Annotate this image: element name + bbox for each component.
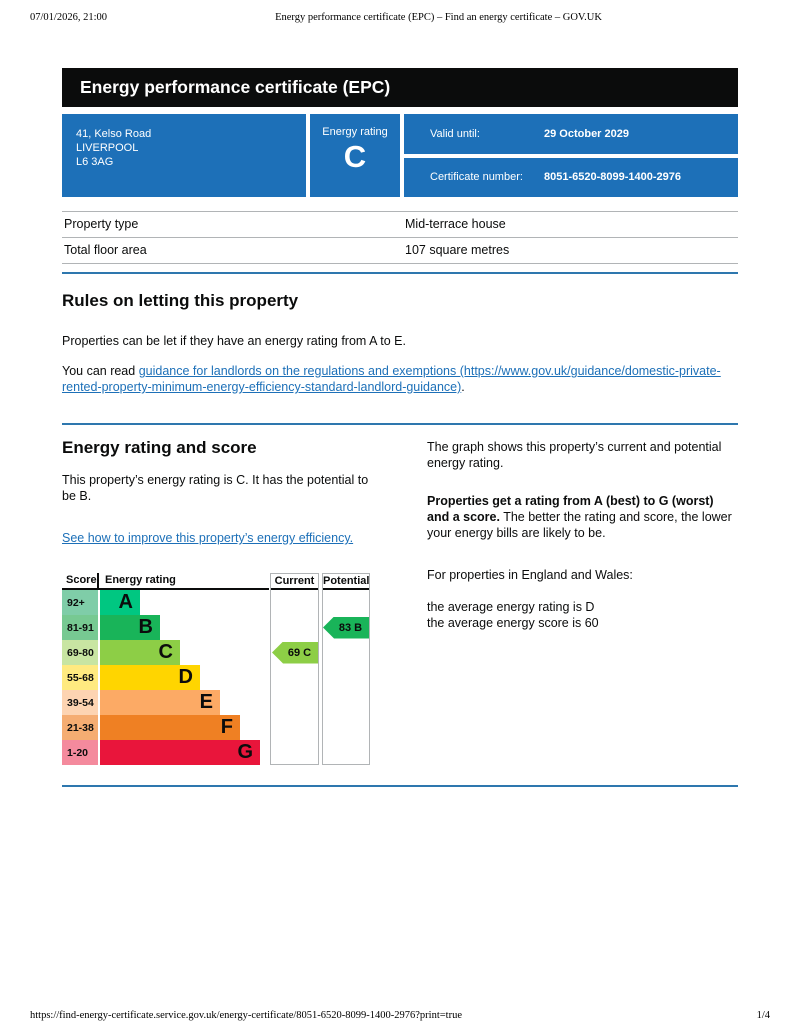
rating-heading: Energy rating and score	[62, 438, 257, 457]
average-score-line: the average energy score is 60	[427, 616, 599, 630]
rules-heading: Rules on letting this property	[62, 291, 299, 310]
certificate-number-row: Certificate number: 8051-6520-8099-1400-…	[404, 157, 738, 197]
address-line-1: 41, Kelso Road	[76, 128, 152, 140]
rating-band-row: 69-80 C	[62, 640, 260, 665]
rating-section-left: Energy rating and score This property’s …	[62, 438, 418, 765]
band-bar-g: G	[100, 740, 260, 765]
rules-paragraph: Properties can be let if they have an en…	[62, 334, 406, 348]
property-type-label: Property type	[64, 217, 139, 231]
chart-header-score: Score	[62, 573, 99, 588]
band-bar-a: A	[100, 590, 140, 615]
table-row: Property type Mid-terrace house	[62, 211, 738, 237]
certificate-summary: 41, Kelso Road LIVERPOOL L6 3AG Energy r…	[62, 114, 738, 197]
energy-rating-label: Energy rating	[322, 126, 388, 138]
rules-guidance-paragraph: You can read guidance for landlords on t…	[62, 363, 722, 395]
rating-band-row: 81-91 B	[62, 615, 260, 640]
rating-bands: 92+ A 81-91 B 69-80 C 55-68 D 39-54 E 21-38 F 1-20 G	[62, 590, 260, 765]
landlord-guidance-link[interactable]: guidance for landlords on the regulation…	[62, 364, 721, 394]
guidance-text-suffix: .	[461, 380, 465, 394]
improve-efficiency-link[interactable]: See how to improve this property’s energ…	[62, 531, 354, 545]
banner-title: Energy performance certificate (EPC)	[80, 77, 391, 97]
guidance-text-prefix: You can read	[62, 364, 139, 378]
band-score-range: 92+	[62, 590, 98, 615]
england-wales-paragraph: For properties in England and Wales:	[427, 568, 633, 582]
rating-band-row: 92+ A	[62, 590, 260, 615]
browser-print-footer: https://find-energy-certificate.service.…	[30, 1010, 770, 1021]
print-page-number: 1/4	[756, 1010, 770, 1021]
rating-summary-paragraph: This property’s energy rating is C. It h…	[62, 473, 369, 503]
band-bar-d: D	[100, 665, 200, 690]
section-divider	[62, 272, 738, 274]
valid-until-label: Valid until:	[430, 127, 480, 140]
rating-band-row: 1-20 G	[62, 740, 260, 765]
band-bar-c: C	[100, 640, 180, 665]
rating-band-row: 39-54 E	[62, 690, 260, 715]
band-bar-b: B	[100, 615, 160, 640]
rating-band-row: 21-38 F	[62, 715, 260, 740]
potential-rating-column: Potential	[322, 573, 370, 765]
epc-rating-chart: Score Energy rating 92+ A 81-91 B 69-80 C 55-6…	[62, 573, 370, 765]
table-row: Total floor area 107 square metres	[62, 237, 738, 264]
band-score-range: 69-80	[62, 640, 98, 665]
rating-explainer-rest: The better the rating and score, the low…	[427, 510, 732, 540]
rating-section: Energy rating and score This property’s …	[62, 438, 738, 765]
certificate-number-label: Certificate number:	[430, 171, 523, 184]
property-details-table: Property type Mid-terrace house Total fl…	[62, 211, 738, 264]
section-divider	[62, 423, 738, 425]
certificate-meta-box: Valid until: 29 October 2029 Certificate…	[404, 114, 738, 197]
certificate-number-value: 8051-6520-8099-1400-2976	[544, 171, 682, 184]
chart-header-rating: Energy rating	[105, 574, 176, 586]
browser-print-header: 07/01/2026, 21:00 Energy performance cer…	[30, 12, 770, 23]
section-divider	[62, 785, 738, 787]
chart-header-potential: Potential	[323, 574, 369, 590]
valid-until-row: Valid until: 29 October 2029	[404, 114, 738, 154]
certificate-page: Energy performance certificate (EPC) 41,…	[62, 68, 738, 787]
print-url: https://find-energy-certificate.service.…	[30, 1010, 462, 1021]
band-bar-e: E	[100, 690, 220, 715]
rating-explainer-bold: Properties get a rating from A (best) to…	[427, 494, 714, 524]
floor-area-label: Total floor area	[64, 243, 147, 257]
graph-description-paragraph: The graph shows this property’s current …	[427, 440, 722, 470]
average-rating-line: the average energy rating is D	[427, 600, 595, 614]
band-bar-f: F	[100, 715, 240, 740]
energy-rating-box: Energy rating C	[310, 114, 400, 197]
property-address-box: 41, Kelso Road LIVERPOOL L6 3AG	[62, 114, 306, 197]
print-datetime: 07/01/2026, 21:00	[30, 12, 108, 23]
average-stats: the average energy rating is D the avera…	[427, 599, 738, 631]
chart-header: Score Energy rating	[62, 573, 269, 590]
band-score-range: 55-68	[62, 665, 98, 690]
rating-band-row: 55-68 D	[62, 665, 260, 690]
floor-area-value: 107 square metres	[405, 243, 510, 257]
band-score-range: 81-91	[62, 615, 98, 640]
valid-until-value: 29 October 2029	[544, 127, 629, 140]
energy-rating-value: C	[343, 139, 367, 174]
potential-rating-arrow: 83 B	[323, 616, 369, 639]
print-page-title: Energy performance certificate (EPC) – F…	[275, 12, 602, 23]
chart-header-current: Current	[271, 574, 318, 590]
current-rating-column: Current	[270, 573, 319, 765]
address-line-3: L6 3AG	[76, 156, 114, 168]
band-score-range: 1-20	[62, 740, 98, 765]
current-rating-arrow: 69 C	[272, 641, 318, 664]
band-score-range: 21-38	[62, 715, 98, 740]
property-type-value: Mid-terrace house	[405, 217, 506, 231]
rating-explainer-paragraph: Properties get a rating from A (best) to…	[427, 493, 738, 541]
band-score-range: 39-54	[62, 690, 98, 715]
rating-section-right: The graph shows this property’s current …	[427, 438, 738, 765]
address-line-2: LIVERPOOL	[76, 142, 139, 154]
certificate-banner: Energy performance certificate (EPC)	[62, 68, 738, 107]
